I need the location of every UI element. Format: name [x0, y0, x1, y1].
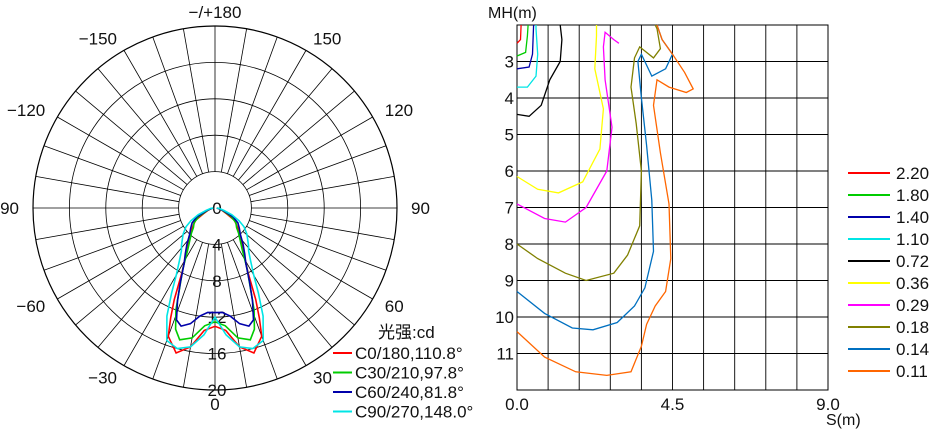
polar-curve-c60-240-81-8 — [175, 207, 255, 328]
y-tick-6: 6 — [505, 162, 514, 181]
polar-curve-c30-210-97-8 — [174, 207, 256, 341]
contour-line-1-80 — [516, 24, 529, 57]
contour-line-0-14 — [516, 24, 674, 331]
angle-label-60: 60 — [385, 297, 404, 316]
y-tick-11: 11 — [496, 345, 514, 364]
polar-curves — [165, 207, 265, 355]
angle-label-180: −/+180 — [189, 3, 242, 22]
contour-line-2-20 — [516, 24, 522, 44]
polar-spoke — [97, 235, 192, 348]
polar-spoke — [232, 50, 307, 177]
angle-label-30: −30 — [88, 369, 117, 388]
y-tick-4: 4 — [505, 89, 514, 108]
contour-legend: 2.20 1.80 1.40 1.10 0.72 0.36 0.29 0.18 0.14 0.11 — [848, 164, 929, 381]
polar-spoke — [227, 36, 278, 174]
y-tick-5: 5 — [505, 126, 514, 145]
x-tick-9-0: 9.0 — [816, 395, 840, 414]
contour-tick-labels: 3 4 5 6 7 8 9 10 11 0.0 4.5 9.0 — [495, 53, 840, 415]
contour-line-0-11 — [516, 24, 695, 377]
polar-spoke — [35, 176, 180, 203]
polar-spoke — [238, 235, 333, 348]
polar-spoke — [75, 90, 188, 185]
polar-legend-label-c0-180-110-8: C0/180,110.8° — [355, 344, 463, 363]
polar-spoke — [57, 225, 184, 300]
polar-spoke — [43, 145, 181, 196]
contour-legend-label-0-14: 0.14 — [896, 340, 929, 359]
contour-legend-label-1-10: 1.10 — [896, 230, 929, 249]
y-tick-7: 7 — [505, 199, 514, 218]
angle-label-150: −150 — [79, 29, 117, 48]
polar-spoke — [250, 213, 395, 240]
polar-spoke — [183, 28, 210, 173]
polar-spoke — [43, 220, 181, 271]
contour-line-0-18 — [516, 24, 662, 282]
polar-spoke — [242, 90, 355, 185]
contour-legend-label-0-29: 0.29 — [896, 296, 929, 315]
contour-line-1-10 — [517, 25, 539, 88]
polar-spoke — [183, 243, 210, 388]
angle-label-90: 90 — [411, 199, 430, 218]
y-tick-9: 9 — [505, 272, 514, 291]
x-axis-label: S(m) — [826, 412, 861, 429]
contour-legend-label-1-80: 1.80 — [896, 186, 929, 205]
polar-legend: 光强:cd C0/180,110.8°C30/210,97.8°C60/240,… — [333, 323, 473, 422]
radial-label-16: 16 — [208, 345, 227, 364]
polar-spoke — [249, 145, 387, 196]
contour-legend-label-0-11: 0.11 — [896, 362, 928, 381]
y-tick-8: 8 — [505, 235, 514, 254]
y-tick-3: 3 — [505, 53, 514, 72]
radial-label-8: 8 — [212, 272, 221, 291]
polar-spoke — [250, 176, 395, 203]
polar-spoke — [97, 68, 192, 181]
angle-label-120: 120 — [385, 101, 413, 120]
angle-label-120: −120 — [7, 101, 45, 120]
polar-angle-labels: −/+180 −150 150 −120 120 −90 90 −60 60 −30 30 0 — [0, 3, 430, 414]
polar-spoke — [249, 220, 387, 271]
x-tick-0-0: 0.0 — [505, 395, 529, 414]
angle-label-150: 150 — [313, 29, 341, 48]
angle-label-60: −60 — [16, 297, 45, 316]
contour-legend-label-0-36: 0.36 — [896, 274, 929, 293]
polar-legend-label-c30-210-97-8: C30/210,97.8° — [355, 364, 464, 383]
polar-intensity-chart: −/+180 −150 150 −120 120 −90 90 −60 60 −30 30 0 0 4 8… — [0, 3, 473, 422]
polar-curve-c0-180-110-8 — [167, 207, 263, 355]
polar-spoke — [238, 68, 333, 181]
contour-legend-label-2-20: 2.20 — [896, 164, 929, 183]
contour-grid — [516, 24, 829, 391]
contour-line-1-40 — [516, 24, 535, 70]
polar-spoke — [152, 36, 203, 174]
contour-line-0-72 — [516, 24, 563, 117]
polar-spoke — [35, 213, 180, 240]
polar-spoke — [75, 231, 188, 326]
polar-spoke — [242, 231, 355, 326]
polar-curve-c90-270-148-0 — [165, 207, 265, 350]
polar-spoke — [246, 225, 373, 300]
polar-spoke — [220, 243, 247, 388]
angle-label-0: 0 — [210, 395, 219, 414]
isolux-contour-chart: MH(m) S(m) 3 4 5 6 7 8 9 10 11 0.0 4.5 9.0 2.20 1.80… — [488, 5, 929, 429]
y-tick-10: 10 — [495, 308, 514, 327]
contour-legend-label-0-72: 0.72 — [896, 252, 929, 271]
contour-line-0-29 — [516, 31, 620, 223]
polar-legend-label-c60-240-81-8: C60/240,81.8° — [355, 383, 464, 402]
polar-legend-title: 光强:cd — [378, 323, 435, 342]
polar-legend-label-c90-270-148-0: C90/270,148.0° — [355, 403, 473, 422]
contour-legend-label-1-40: 1.40 — [896, 208, 929, 227]
contour-lines — [516, 24, 695, 377]
polar-spoke — [246, 116, 373, 191]
radial-label-4: 4 — [212, 235, 221, 254]
angle-label-30: 30 — [313, 369, 332, 388]
polar-spoke — [220, 28, 247, 173]
polar-grid — [32, 25, 398, 391]
radial-label-20: 20 — [208, 381, 227, 400]
polar-spoke — [57, 116, 184, 191]
contour-line-0-36 — [516, 25, 605, 194]
x-tick-4-5: 4.5 — [661, 395, 685, 414]
y-axis-label: MH(m) — [488, 5, 537, 22]
angle-label-90: −90 — [0, 199, 19, 218]
polar-spoke — [123, 50, 198, 177]
contour-legend-label-0-18: 0.18 — [896, 318, 929, 337]
